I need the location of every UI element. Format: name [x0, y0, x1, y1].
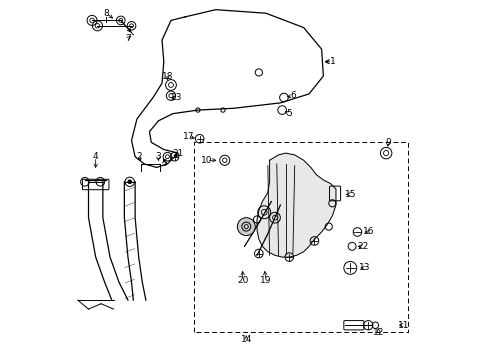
Circle shape	[128, 180, 131, 184]
Text: 20: 20	[237, 276, 248, 285]
Text: 17: 17	[183, 132, 194, 141]
Polygon shape	[257, 153, 335, 257]
Text: 6: 6	[289, 91, 295, 100]
Text: 15: 15	[344, 190, 355, 199]
Text: 12: 12	[372, 328, 384, 337]
Text: 10: 10	[201, 156, 212, 165]
Text: 21: 21	[172, 149, 183, 158]
Text: 22: 22	[357, 242, 368, 251]
Text: 14: 14	[240, 335, 251, 344]
Text: 18: 18	[162, 72, 173, 81]
Text: 3: 3	[155, 152, 161, 161]
Text: 4: 4	[93, 152, 98, 161]
Text: 9: 9	[384, 138, 390, 147]
Text: 11: 11	[398, 321, 409, 330]
Circle shape	[237, 218, 255, 235]
Text: 19: 19	[260, 276, 271, 285]
Text: 23: 23	[170, 93, 182, 102]
Text: 16: 16	[362, 228, 373, 237]
Text: 2: 2	[136, 152, 141, 161]
Text: 5: 5	[161, 159, 166, 168]
Text: 1: 1	[329, 57, 335, 66]
Text: 5: 5	[286, 109, 292, 118]
Text: 7: 7	[125, 34, 131, 43]
Text: 13: 13	[358, 264, 369, 273]
Text: 8: 8	[103, 9, 109, 18]
